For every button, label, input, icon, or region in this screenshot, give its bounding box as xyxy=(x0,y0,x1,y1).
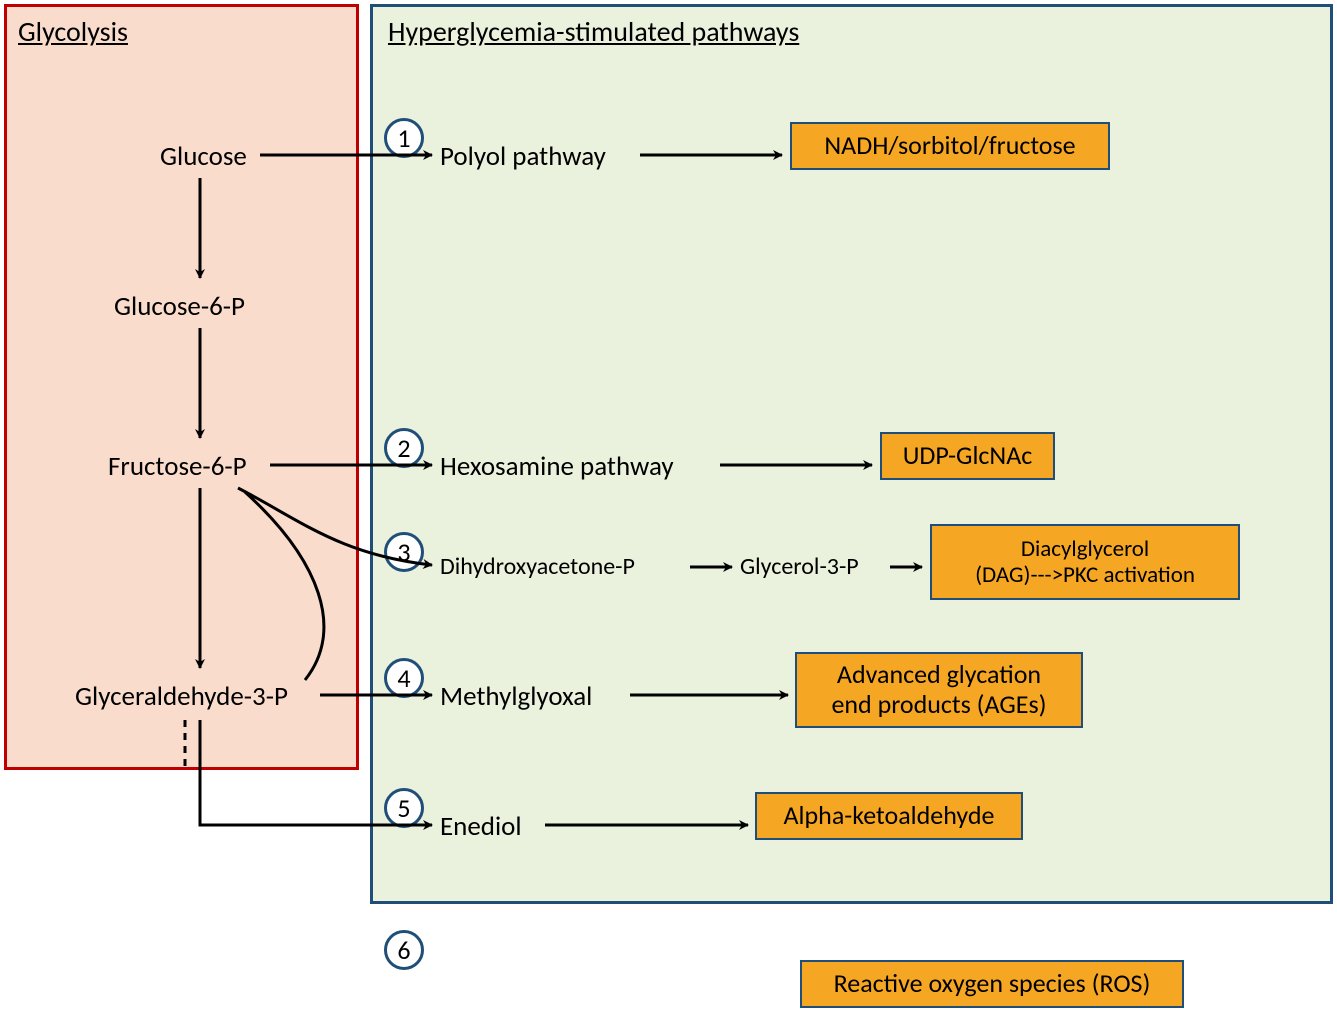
node-gap: Glyceraldehyde-3-P xyxy=(75,680,288,713)
box-polyol-product: NADH/sorbitol/fructose xyxy=(790,122,1110,170)
circle-5: 5 xyxy=(384,788,424,828)
diagram-root: Glycolysis Hyperglycemia-stimulated path… xyxy=(0,0,1337,1028)
node-f6p: Fructose-6-P xyxy=(108,450,247,483)
circle-6: 6 xyxy=(384,930,424,970)
box-ros-text: Reactive oxygen species (ROS) xyxy=(834,969,1151,999)
box-polyol-text: NADH/sorbitol/fructose xyxy=(824,131,1075,161)
circle-2: 2 xyxy=(384,428,424,468)
box-dag-text: Diacylglycerol (DAG)--->PKC activation xyxy=(975,536,1195,589)
label-polyol: Polyol pathway xyxy=(440,140,606,173)
circle-1: 1 xyxy=(384,118,424,158)
box-udpglcnac: UDP-GlcNAc xyxy=(880,432,1055,480)
glycolysis-panel xyxy=(4,4,359,770)
box-ros: Reactive oxygen species (ROS) xyxy=(800,960,1184,1008)
label-dhap: Dihydroxyacetone-P xyxy=(440,552,635,581)
node-g6p: Glucose-6-P xyxy=(114,290,245,323)
node-glucose: Glucose xyxy=(160,140,247,173)
label-enediol: Enediol xyxy=(440,810,522,843)
label-hexosamine: Hexosamine pathway xyxy=(440,450,674,483)
label-g3p: Glycerol-3-P xyxy=(740,552,859,581)
box-ages: Advanced glycation end products (AGEs) xyxy=(795,652,1083,728)
box-alphaketo: Alpha-ketoaldehyde xyxy=(755,792,1023,840)
label-methylglyoxal: Methylglyoxal xyxy=(440,680,592,713)
circle-3: 3 xyxy=(384,532,424,572)
box-alphaketo-text: Alpha-ketoaldehyde xyxy=(784,801,995,831)
heading-glycolysis: Glycolysis xyxy=(18,14,128,49)
circle-4: 4 xyxy=(384,658,424,698)
box-ages-text: Advanced glycation end products (AGEs) xyxy=(831,660,1046,720)
box-udpglcnac-text: UDP-GlcNAc xyxy=(903,441,1032,471)
box-dag: Diacylglycerol (DAG)--->PKC activation xyxy=(930,524,1240,600)
heading-hyperglycemia: Hyperglycemia-stimulated pathways xyxy=(388,14,799,49)
